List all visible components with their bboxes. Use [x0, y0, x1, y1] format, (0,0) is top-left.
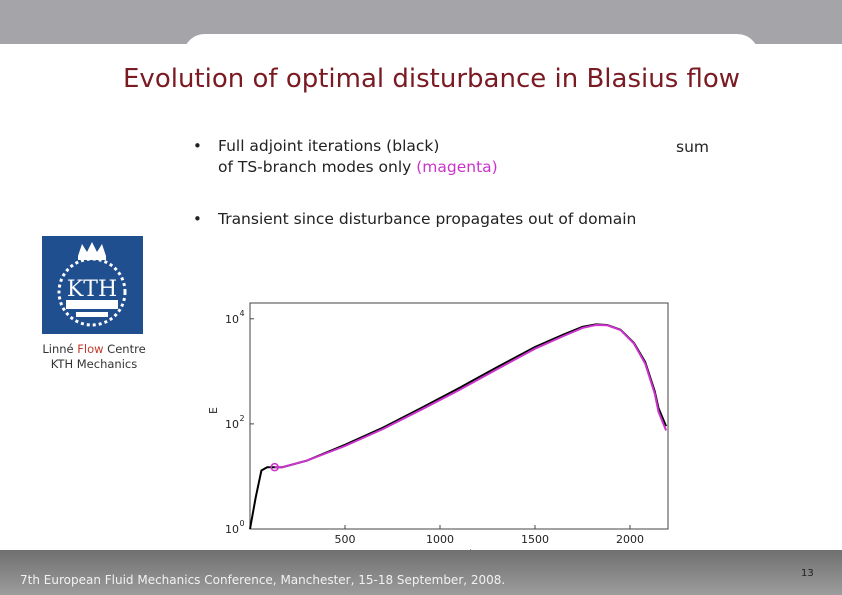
bullet-1-line-1: Full adjoint iterations (black): [218, 137, 440, 155]
sum-label: sum: [676, 138, 709, 156]
logo-caption-line-2: KTH Mechanics: [50, 357, 138, 371]
y-tick-label: 10: [225, 313, 239, 326]
footer-text: 7th European Fluid Mechanics Conference,…: [20, 573, 506, 587]
logo-caption-prefix: Linné: [42, 342, 78, 356]
bottom-band: [0, 550, 842, 595]
slide-title: Evolution of optimal disturbance in Blas…: [123, 64, 741, 94]
y-axis-label: E: [207, 407, 220, 414]
bullet-marker: •: [193, 137, 202, 155]
y-tick-label: 10: [225, 523, 239, 536]
plot-area: [249, 302, 669, 530]
y-tick-exponent: 4: [239, 309, 244, 318]
svg-text:KTH: KTH: [67, 277, 117, 302]
logo-caption-flow: Flow: [77, 342, 104, 356]
bullet-marker: •: [193, 210, 202, 228]
bullet-2: Transient since disturbance propagates o…: [218, 210, 637, 228]
start-marker: [270, 462, 279, 472]
logo-caption-suffix: Centre: [103, 342, 146, 356]
magenta-series-line: [274, 323, 668, 469]
x-tick-label: 500: [335, 533, 356, 546]
y-tick-exponent: 2: [239, 414, 244, 423]
x-tick-label: 2000: [616, 533, 644, 546]
x-tick-label: 1500: [521, 533, 549, 546]
bullet-1-line-2-text: of TS-branch modes only: [218, 158, 417, 176]
logo-caption: Linné Flow Centre KTH Mechanics: [40, 342, 148, 372]
y-tick-label: 10: [225, 418, 239, 431]
x-tick-label: 1000: [426, 533, 454, 546]
y-tick-exponent: 0: [239, 519, 244, 528]
plot-series: [249, 323, 668, 530]
magenta-label: (magenta): [416, 158, 498, 176]
kth-crest-icon: KTH: [42, 236, 143, 334]
plot-box: [249, 302, 669, 530]
page-number: 13: [801, 568, 814, 579]
bullet-1-line-2: of TS-branch modes only (magenta): [218, 158, 498, 176]
